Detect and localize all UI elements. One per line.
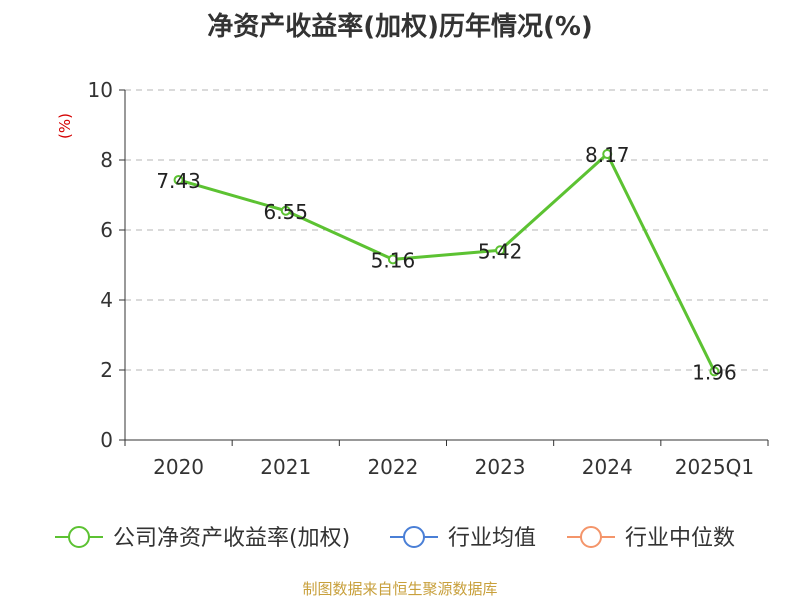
legend-circle-marker xyxy=(403,526,425,548)
data-label: 8.17 xyxy=(585,143,630,167)
series-layer xyxy=(173,149,720,377)
data-point xyxy=(173,174,184,185)
data-point xyxy=(602,149,613,160)
chart-title: 净资产收益率(加权)历年情况(%) xyxy=(207,12,593,42)
data-labels: 7.43 6.55 5.16 5.42 8.17 1.96 xyxy=(156,143,736,384)
legend-circle-marker xyxy=(68,526,90,548)
data-point xyxy=(495,245,506,256)
y-axis-unit-label: (%) xyxy=(56,113,74,139)
axes: 0 2 4 6 8 10 2020 2021 2022 2023 2024 2025Q1 xyxy=(88,78,769,479)
legend-label: 行业均值 xyxy=(448,526,536,551)
y-tick-label: 6 xyxy=(100,218,113,242)
data-point xyxy=(387,254,398,265)
y-tick-label: 2 xyxy=(100,358,113,382)
x-tick-label: 2025Q1 xyxy=(675,455,754,479)
y-tick-label: 8 xyxy=(100,148,113,172)
source-note: 制图数据来自恒生聚源数据库 xyxy=(302,580,498,598)
data-label: 5.16 xyxy=(371,248,416,272)
legend-circle-marker xyxy=(580,526,602,548)
legend: 公司净资产收益率(加权) 行业均值 行业中位数 xyxy=(55,526,735,551)
data-point xyxy=(709,366,720,377)
x-tick-label: 2022 xyxy=(367,455,418,479)
data-label: 1.96 xyxy=(692,360,737,384)
x-tick-label: 2024 xyxy=(582,455,633,479)
x-tick-label: 2023 xyxy=(475,455,526,479)
data-label: 7.43 xyxy=(156,169,201,193)
legend-label: 公司净资产收益率(加权) xyxy=(113,526,350,551)
x-tick-label: 2020 xyxy=(153,455,204,479)
y-tick-label: 10 xyxy=(88,78,113,102)
y-tick-label: 0 xyxy=(100,428,113,452)
y-tick-label: 4 xyxy=(100,288,113,312)
data-label: 5.42 xyxy=(478,239,523,263)
x-tick-label: 2021 xyxy=(260,455,311,479)
series-line-company-roe xyxy=(178,152,716,373)
legend-label: 行业中位数 xyxy=(625,526,735,551)
data-point xyxy=(280,205,291,216)
grid-lines xyxy=(125,89,768,371)
data-label: 6.55 xyxy=(263,200,308,224)
